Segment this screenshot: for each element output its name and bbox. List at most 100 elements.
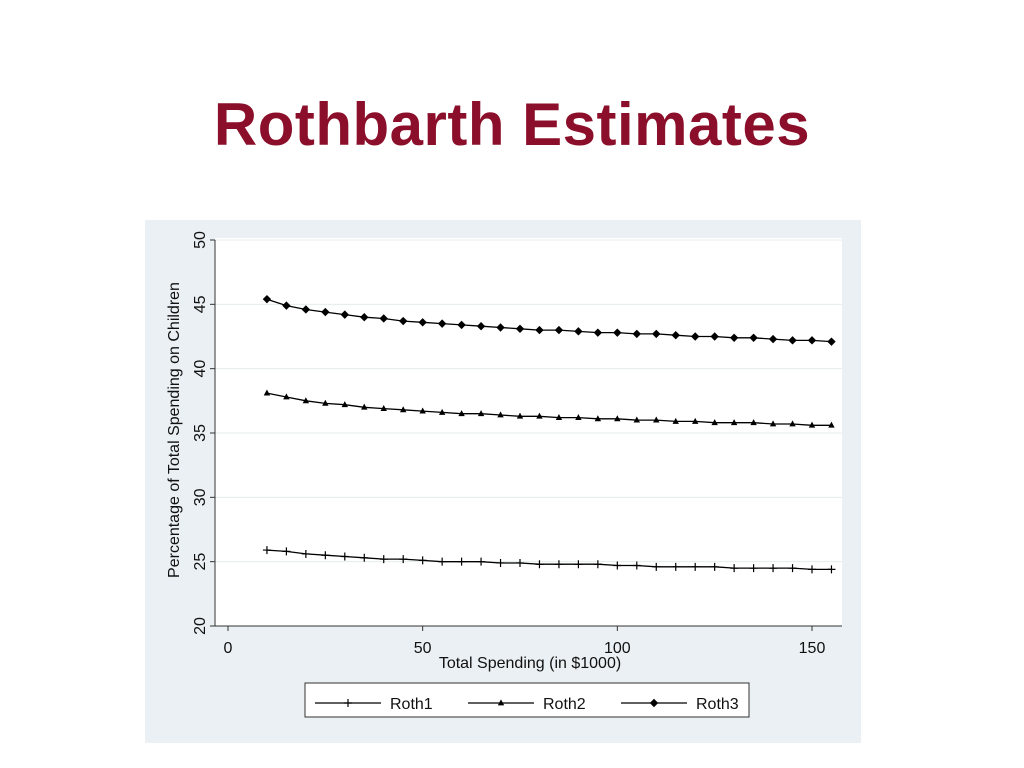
data-point-roth3 [437,319,447,328]
legend-marker-roth1 [344,699,352,707]
data-point-roth2 [575,413,582,420]
y-tick-label: 20 [192,617,209,635]
data-point-roth1 [477,557,486,566]
legend-marker-roth2 [497,699,505,706]
legend-items: Roth1 Roth2 Roth3 [315,696,739,713]
data-point-roth2 [497,411,504,418]
legend-label-roth1: Roth1 [390,696,433,713]
data-point-roth2 [555,413,563,420]
data-point-roth2 [400,406,407,413]
legend: Roth1 Roth2 Roth3 [304,682,750,718]
data-point-roth1 [535,560,544,569]
data-point-roth3 [807,336,817,345]
gridlines [215,239,842,563]
x-tick-label: 150 [799,640,826,657]
data-point-roth3 [593,328,603,337]
data-point-roth2 [711,419,718,426]
data-point-roth1 [808,565,816,574]
data-point-roth1 [438,557,447,566]
data-point-roth3 [535,325,544,335]
line-chart: 20 25 30 35 40 45 50 0 50 100 150 Total Spending (… [166,231,842,718]
data-point-roth2 [633,416,640,423]
data-point-roth1 [749,564,758,573]
data-point-roth3 [827,337,836,346]
y-tick-label: 35 [192,424,209,442]
data-point-roth2 [769,420,777,427]
data-point-roth1 [652,562,661,571]
data-point-roth3 [788,336,797,345]
data-point-roth2 [322,399,329,406]
data-point-roth2 [516,412,524,419]
data-point-roth2 [341,401,348,408]
y-tick-label: 45 [192,295,209,313]
legend-box [304,682,750,718]
data-point-roth1 [418,556,427,565]
data-point-roth2 [594,415,602,422]
data-point-roth3 [379,314,388,323]
data-point-roth1 [632,561,641,570]
y-tick-label: 50 [192,231,209,249]
data-point-roth3 [554,325,564,335]
data-point-roth3 [262,294,272,304]
data-point-roth2 [361,403,368,410]
data-point-roth3 [768,334,778,344]
legend-label-roth2: Roth2 [543,696,586,713]
data-point-roth2 [438,408,446,415]
data-point-roth1 [379,555,388,564]
data-point-roth2 [789,420,796,427]
series-group [262,294,836,574]
y-tick-label: 25 [192,553,209,571]
data-point-roth3 [399,316,408,326]
data-point-roth3 [652,329,661,339]
data-point-roth1 [321,551,330,560]
x-tick-label: 0 [224,640,233,657]
data-point-roth3 [457,320,466,330]
data-point-roth1 [710,562,719,571]
data-point-roth2 [477,410,485,417]
data-point-roth1 [360,553,369,562]
data-point-roth2 [692,417,699,424]
x-tick-label: 50 [414,640,432,657]
data-point-roth2 [614,415,621,422]
data-point-roth1 [554,560,563,569]
data-point-roth1 [457,557,466,566]
data-point-roth1 [282,547,291,556]
data-point-roth1 [730,564,739,573]
data-point-roth1 [399,555,408,564]
data-point-roth1 [574,560,583,569]
data-point-roth2 [730,419,738,426]
data-point-roth2 [458,410,465,417]
x-tick-label: 100 [604,640,631,657]
data-point-roth3 [710,332,719,341]
data-point-roth2 [672,417,679,424]
data-point-roth3 [418,318,427,327]
data-point-roth3 [340,310,349,319]
legend-marker-roth3 [649,698,659,708]
data-point-roth2 [283,393,290,400]
data-point-roth1 [593,560,602,569]
data-point-roth2 [808,421,816,428]
data-point-roth1 [691,562,700,571]
data-point-roth1 [769,564,778,573]
y-tick-label: 40 [192,360,209,378]
page-title: Rothbarth Estimates [213,91,811,158]
data-point-roth2 [750,419,757,426]
data-point-roth3 [729,333,739,342]
data-point-roth2 [263,389,271,396]
data-point-roth2 [380,404,387,411]
y-tick-label: 30 [192,488,209,506]
data-point-roth3 [515,324,525,333]
data-point-roth3 [671,331,680,340]
data-point-roth1 [262,546,271,555]
data-point-roth1 [827,565,836,574]
data-point-roth1 [496,558,505,567]
data-point-roth1 [340,552,349,561]
data-point-roth3 [691,332,700,341]
axis-ticks: 20 25 30 35 40 45 50 0 50 100 150 [192,231,825,657]
x-axis-title: Total Spending (in $1000) [439,655,621,672]
legend-label-roth3: Roth3 [696,696,739,713]
data-point-roth1 [671,562,680,571]
data-point-roth2 [302,397,310,404]
chart-frame: 20 25 30 35 40 45 50 0 50 100 150 Total Spending (… [145,220,861,743]
